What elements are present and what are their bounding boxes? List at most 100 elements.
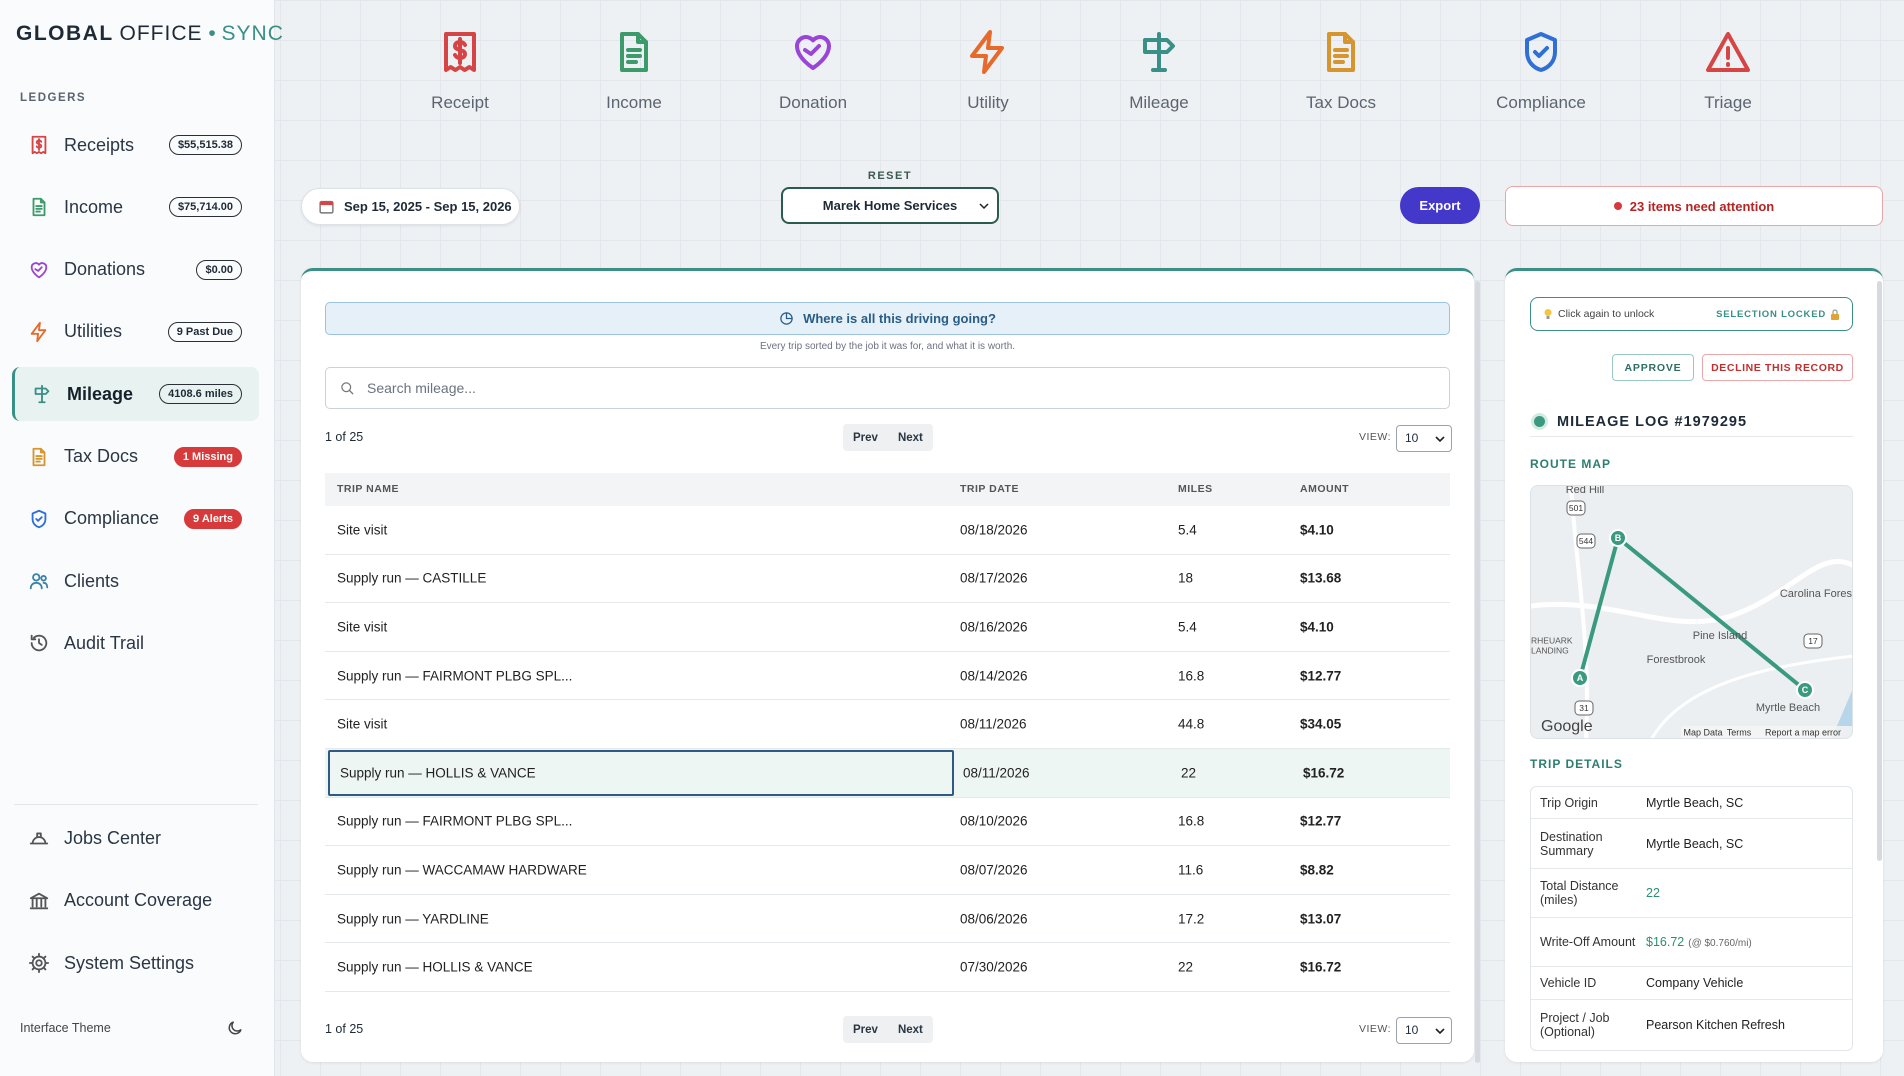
nav-item[interactable]: Donations $0.00	[12, 243, 259, 297]
cell: $4.10	[1300, 619, 1334, 635]
export-button[interactable]: Export	[1400, 187, 1480, 224]
detail-row: Project / Job (Optional) Pearson Kitchen …	[1531, 1000, 1852, 1050]
cell: 08/10/2026	[960, 813, 1028, 829]
table-row[interactable]: Supply run — YARDLINE 08/06/2026 17.2 $13.0…	[325, 895, 1450, 944]
table-row[interactable]: Supply run — FAIRMONT PLBG SPL... 08/10/2…	[325, 798, 1450, 847]
quick-action[interactable]: Receipt	[380, 28, 540, 113]
quick-action[interactable]: Triage	[1648, 28, 1808, 113]
route	[1578, 534, 1807, 692]
attention-text: 23 items need attention	[1629, 198, 1775, 214]
search-box[interactable]: Search mileage...	[325, 367, 1450, 409]
place-label: Carolina Fores	[1780, 588, 1853, 600]
icon	[29, 892, 49, 909]
cell: $16.72	[1300, 959, 1342, 975]
next-button[interactable]: Next	[897, 431, 923, 444]
nav-item[interactable]: Utilities 9 Past Due	[12, 305, 259, 359]
prev-button[interactable]: Prev	[853, 431, 878, 444]
cell: $34.05	[1300, 716, 1342, 732]
place-label: RHEUARK	[1531, 635, 1573, 645]
cell: 08/07/2026	[960, 862, 1028, 878]
road	[1531, 558, 1852, 625]
lock-state: SELECTION LOCKED	[1716, 308, 1826, 320]
date-range[interactable]: Sep 15, 2025 - Sep 15, 2026	[301, 188, 520, 225]
route-map-label: ROUTE MAP	[1530, 457, 1611, 471]
next-button[interactable]: Next	[897, 1023, 923, 1036]
decline-button[interactable]: DECLINE THIS RECORD	[1702, 354, 1853, 381]
approve-button[interactable]: APPROVE	[1612, 354, 1694, 381]
page-size-select[interactable]: 10	[1396, 425, 1452, 452]
column-header: TRIP DATE	[960, 483, 1019, 495]
map-attribution[interactable]: Map Data	[1683, 727, 1722, 737]
nav-label: Donations	[64, 259, 146, 280]
icon	[30, 321, 47, 342]
insight-banner[interactable]: Where is all this driving going?	[325, 302, 1450, 335]
nav-badge: $0.00	[196, 259, 242, 280]
map-attribution[interactable]: Terms	[1727, 727, 1752, 737]
route-shield	[1803, 633, 1823, 649]
nav-item[interactable]: Clients	[12, 554, 259, 608]
value-text: 22	[1646, 886, 1660, 900]
field-label: Write-Off Amount	[1540, 935, 1636, 949]
field-value: 22	[1646, 886, 1660, 900]
table-row[interactable]: Supply run — HOLLIS & VANCE 08/11/2026 22 $…	[325, 749, 1450, 798]
chevron	[979, 202, 989, 209]
map-attribution[interactable]: Report a map error	[1765, 727, 1841, 737]
field-label: Total Distance (miles)	[1540, 879, 1619, 907]
trip-details: Trip Origin Myrtle Beach, SC Destination S…	[1530, 786, 1853, 1051]
column-header: MILES	[1178, 483, 1213, 495]
cell: 08/11/2026	[963, 765, 1030, 781]
lock-box[interactable]: Click again to unlock SELECTION LOCKED	[1530, 297, 1853, 331]
table-row[interactable]: Site visit 08/16/2026 5.4 $4.10	[325, 603, 1450, 652]
quick-action[interactable]: Compliance	[1461, 28, 1621, 113]
route-map[interactable]: Red Hill Carolina Fores Pine Island RHEUARK…	[1530, 485, 1853, 739]
nav-item[interactable]: Compliance 9 Alerts	[12, 492, 259, 546]
table-row[interactable]: Supply run — HOLLIS & VANCE 07/30/2026 22 $…	[325, 943, 1450, 992]
record-title: MILEAGE LOG #1979295	[1530, 407, 1853, 437]
selected-cell	[328, 750, 954, 796]
quick-action-label: Compliance	[1496, 93, 1586, 112]
quick-action[interactable]: Income	[554, 28, 714, 113]
footer-nav-item[interactable]: Jobs Center	[12, 811, 259, 865]
column-header: AMOUNT	[1300, 483, 1350, 495]
table-row[interactable]: Supply run — CASTILLE 08/17/2026 18 $13.68	[325, 555, 1450, 604]
page-size-select[interactable]: 10	[1396, 1017, 1452, 1044]
table-row[interactable]: Supply run — WACCAMAW HARDWARE 08/07/2026…	[325, 846, 1450, 895]
table-row[interactable]: Site visit 08/11/2026 44.8 $34.05	[325, 700, 1450, 749]
quick-action[interactable]: Mileage	[1079, 28, 1239, 113]
quick-action[interactable]: Donation	[733, 28, 893, 113]
cell: Supply run — HOLLIS & VANCE	[340, 765, 536, 781]
icon	[1706, 32, 1750, 72]
search-icon	[341, 381, 354, 395]
nav-item[interactable]: Audit Trail	[12, 616, 259, 670]
cell: 5.4	[1178, 619, 1197, 635]
icon	[34, 385, 50, 404]
table-row[interactable]: Site visit 08/18/2026 5.4 $4.10	[325, 506, 1450, 555]
prev-button[interactable]: Prev	[853, 1023, 878, 1036]
column-header: TRIP NAME	[337, 483, 400, 495]
quick-action-label: Mileage	[1129, 93, 1189, 112]
client-name: Marek Home Services	[822, 198, 958, 213]
quick-action[interactable]: Tax Docs	[1261, 28, 1421, 113]
field-value: Myrtle Beach, SC	[1646, 837, 1743, 851]
nav-item[interactable]: Receipts $55,515.38	[12, 118, 259, 172]
client-select[interactable]: Marek Home Services	[781, 187, 999, 224]
value-text: Pearson Kitchen Refresh	[1646, 1018, 1785, 1032]
field-label: Project / Job (Optional)	[1540, 1011, 1610, 1039]
quick-action[interactable]: Utility	[908, 28, 1068, 113]
reset-link[interactable]: RESET	[867, 170, 913, 182]
trip-details-label: TRIP DETAILS	[1530, 757, 1623, 771]
attention-banner[interactable]: 23 items need attention	[1505, 186, 1883, 226]
nav-item[interactable]: Tax Docs 1 Missing	[12, 430, 259, 484]
table-row[interactable]: Supply run — FAIRMONT PLBG SPL... 08/14/2…	[325, 652, 1450, 701]
cell: 16.8	[1178, 813, 1205, 829]
footer-nav-item[interactable]: System Settings	[12, 936, 259, 990]
route-marker	[1571, 669, 1589, 687]
route-shield	[1574, 700, 1594, 716]
nav-item[interactable]: Income $75,714.00	[12, 180, 259, 234]
icon	[32, 447, 46, 466]
theme-toggle[interactable]	[226, 1019, 244, 1037]
cell: 16.8	[1178, 668, 1205, 684]
nav-item[interactable]: Mileage 4108.6 miles	[12, 367, 259, 422]
footer-nav-item[interactable]: Account Coverage	[12, 874, 259, 928]
